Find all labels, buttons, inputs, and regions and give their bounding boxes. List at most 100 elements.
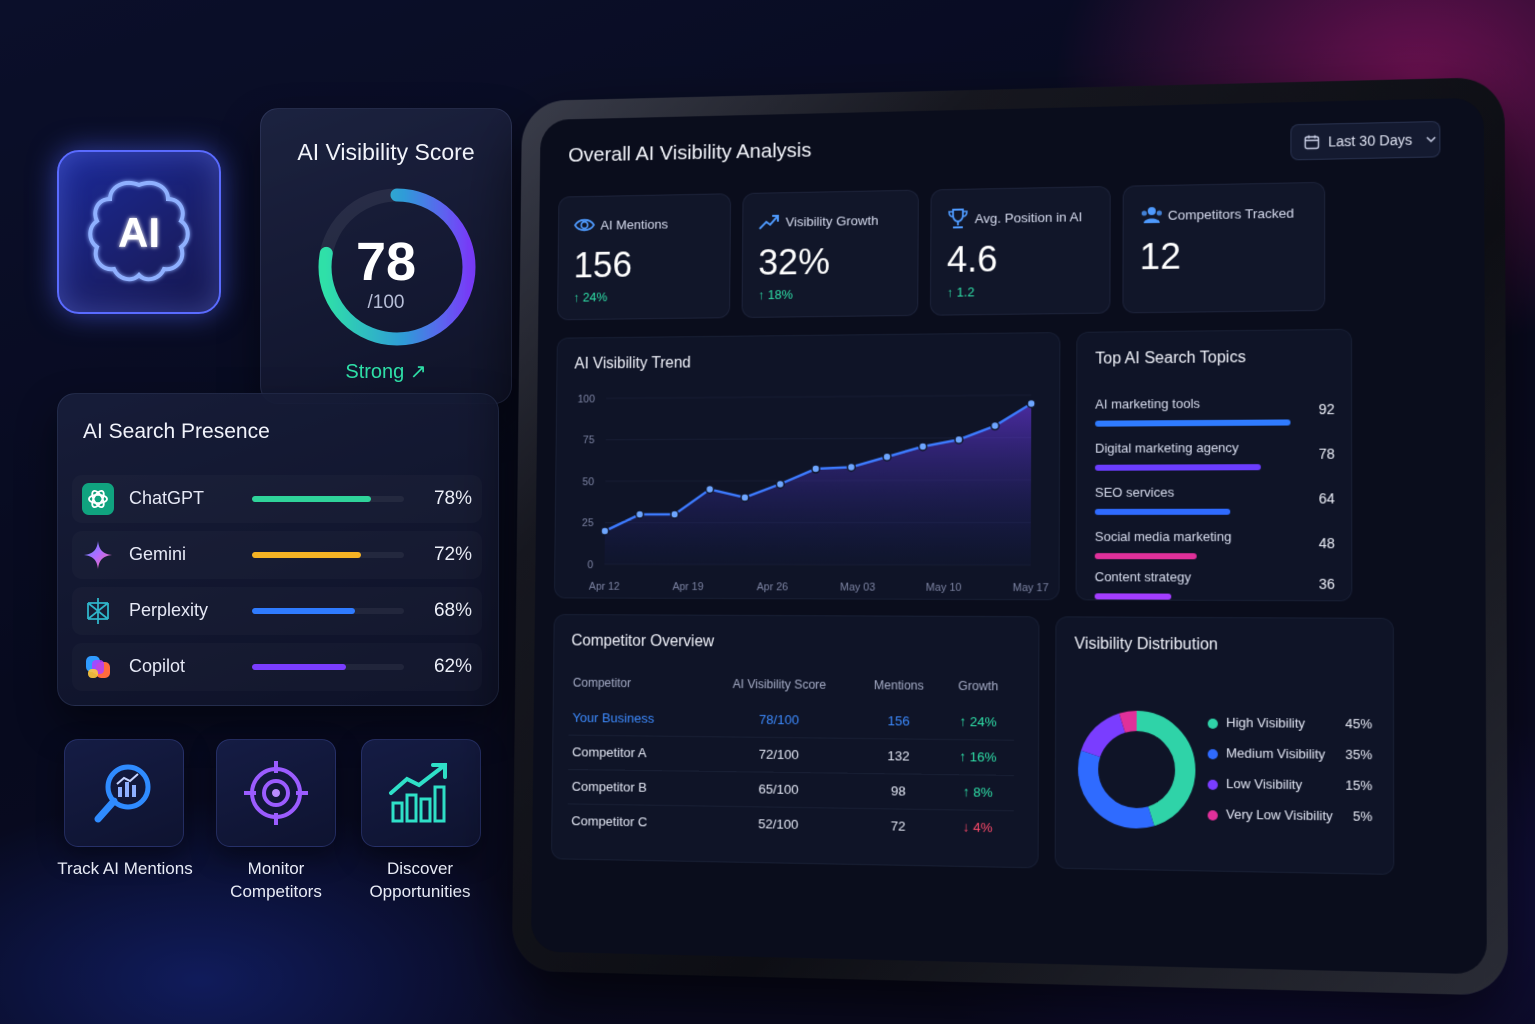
legend-value: 35% xyxy=(1345,746,1373,763)
topic-row[interactable]: Digital marketing agency 78 xyxy=(1094,439,1335,480)
legend-name: Very Low Visibility xyxy=(1225,806,1333,824)
trend-point[interactable] xyxy=(812,465,820,473)
date-range-select[interactable]: Last 30 Days xyxy=(1290,120,1441,161)
competitor-growth: ↑ 16% xyxy=(941,739,1015,776)
track-ai-mentions-button[interactable] xyxy=(64,739,184,847)
table-row[interactable]: Your Business 78/100 156 ↑ 24% xyxy=(569,701,1015,740)
gemini-icon xyxy=(84,541,112,569)
kpi-value: 32% xyxy=(758,241,831,283)
svg-text:AI: AI xyxy=(118,209,160,256)
topic-row[interactable]: SEO services 64 xyxy=(1094,484,1335,525)
topic-name: SEO services xyxy=(1094,484,1175,500)
eye-icon xyxy=(574,214,595,236)
trend-chart: 100 75 50 25 0 Apr 12 Apr 19 Apr 26 May 03 May 1… xyxy=(577,333,1049,594)
trend-point[interactable] xyxy=(776,480,784,488)
column-header[interactable]: Competitor xyxy=(572,675,632,691)
monitor-competitors-button[interactable] xyxy=(216,739,336,847)
trend-point[interactable] xyxy=(883,453,891,461)
kpi-avg-position[interactable]: Avg. Position in AI 4.6 ↑ 1.2 xyxy=(929,185,1111,316)
kpi-label: Visibility Growth xyxy=(785,213,879,230)
competitor-table: Competitor AI Visibility Score Mentions … xyxy=(567,670,1015,846)
table-header-row: Competitor AI Visibility Score Mentions … xyxy=(569,670,1014,706)
competitor-score: 78/100 xyxy=(758,711,800,728)
legend-item: Medium Visibility 35% xyxy=(1207,744,1373,769)
y-tick-label: 50 xyxy=(582,476,594,488)
legend-dot xyxy=(1207,718,1218,729)
trend-point[interactable] xyxy=(636,510,644,518)
competitor-overview-panel: Competitor Overview Competitor AI Visibi… xyxy=(550,614,1040,869)
monitor-competitors-label: Monitor Competitors xyxy=(230,859,322,901)
discover-opportunities-button[interactable] xyxy=(361,739,481,847)
distribution-donut xyxy=(1066,698,1208,842)
chatgpt-icon xyxy=(82,483,114,515)
trend-point[interactable] xyxy=(919,443,927,451)
presence-row-copilot[interactable]: Copilot 62% xyxy=(72,643,482,691)
column-header[interactable]: AI Visibility Score xyxy=(732,677,827,692)
legend-value: 15% xyxy=(1345,777,1373,794)
trend-point[interactable] xyxy=(955,436,963,444)
chevron-down-icon xyxy=(1425,133,1437,145)
topic-bar xyxy=(1094,508,1231,515)
x-tick-label: Apr 19 xyxy=(672,581,703,593)
trend-point[interactable] xyxy=(991,422,999,430)
presence-name: Copilot xyxy=(129,656,186,676)
visibility-distribution-panel: Visibility Distribution High Visibility … xyxy=(1054,616,1395,875)
dashboard-title: Overall AI Visibility Analysis xyxy=(568,138,812,167)
presence-pct: 62% xyxy=(433,656,472,677)
ai-brain-icon: AI xyxy=(88,180,190,282)
table-row[interactable]: Competitor C 52/100 72 ↓ 4% xyxy=(567,803,1014,846)
legend-dot xyxy=(1207,779,1218,790)
presence-name: Perplexity xyxy=(129,600,209,620)
column-header[interactable]: Mentions xyxy=(873,678,924,693)
legend-name: Medium Visibility xyxy=(1226,745,1326,762)
trend-point[interactable] xyxy=(741,494,749,502)
perplexity-icon xyxy=(87,598,109,624)
trend-point[interactable] xyxy=(706,485,714,493)
topic-row[interactable]: AI marketing tools 92 xyxy=(1095,395,1335,437)
date-range-label: Last 30 Days xyxy=(1328,131,1413,150)
legend-dot xyxy=(1207,810,1218,821)
kpi-delta: ↑ 1.2 xyxy=(946,284,975,300)
presence-name: Gemini xyxy=(129,544,187,564)
legend-item: Low Visibility 15% xyxy=(1207,775,1373,800)
trend-up-icon xyxy=(759,211,780,233)
trend-point[interactable] xyxy=(671,510,679,518)
search-chart-icon xyxy=(94,764,151,823)
trend-point[interactable] xyxy=(847,463,855,471)
presence-row-perplexity[interactable]: Perplexity 68% xyxy=(72,587,482,635)
topic-value: 36 xyxy=(1318,575,1335,593)
competitor-score: 72/100 xyxy=(702,736,856,774)
legend-name: Low Visibility xyxy=(1226,775,1303,793)
target-icon xyxy=(244,761,308,825)
presence-row-gemini[interactable]: Gemini 72% xyxy=(72,531,482,579)
topic-bar xyxy=(1094,593,1171,600)
kpi-visibility-growth[interactable]: Visibility Growth 32% ↑ 18% xyxy=(741,189,919,319)
column-header[interactable]: Growth xyxy=(958,678,999,694)
competitor-name: Competitor A xyxy=(568,735,704,772)
topic-row[interactable]: Content strategy 36 xyxy=(1094,569,1335,610)
visibility-score-card: AI Visibility Score 78 /100 Strong ↗ xyxy=(260,108,512,404)
y-tick-label: 0 xyxy=(587,559,593,571)
kpi-ai-mentions[interactable]: AI Mentions 156 ↑ 24% xyxy=(557,193,732,321)
kpi-competitors-tracked[interactable]: Competitors Tracked 12 xyxy=(1122,181,1326,314)
competitor-name: Your Business xyxy=(572,710,655,726)
kpi-label: AI Mentions xyxy=(600,216,669,233)
y-tick-label: 75 xyxy=(583,435,595,447)
competitor-score: 65/100 xyxy=(702,771,855,809)
grid-line xyxy=(606,395,1031,398)
kpi-label: Avg. Position in AI xyxy=(974,209,1083,227)
y-tick-label: 100 xyxy=(577,393,594,405)
legend-value: 45% xyxy=(1345,715,1373,732)
competitor-mentions: 72 xyxy=(854,808,942,845)
topic-row[interactable]: Social media marketing 48 xyxy=(1094,529,1335,570)
trend-point[interactable] xyxy=(1027,398,1036,409)
presence-bar-fill xyxy=(252,552,362,558)
topic-name: AI marketing tools xyxy=(1095,395,1200,412)
top-topics-panel: Top AI Search Topics AI marketing tools … xyxy=(1075,328,1353,602)
users-icon xyxy=(1141,207,1162,224)
trend-point[interactable] xyxy=(601,527,609,535)
visibility-trend-panel: AI Visibility Trend 100 75 50 25 0 Apr 12 Apr… xyxy=(553,332,1061,601)
presence-row-chatgpt[interactable]: ChatGPT 78% xyxy=(72,475,482,523)
topics-title: Top AI Search Topics xyxy=(1095,349,1246,368)
trend-area xyxy=(604,403,1032,566)
